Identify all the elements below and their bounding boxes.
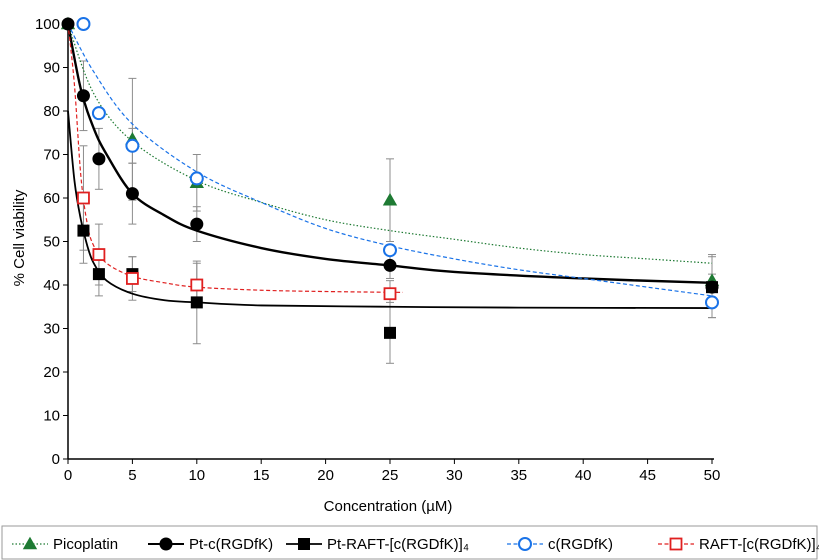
legend-label: Pt-RAFT-[c(RGDfK)]₄: [327, 536, 469, 553]
x-tick-label: 0: [64, 467, 72, 484]
x-tick-label: 30: [446, 467, 463, 484]
y-tick-label: 30: [43, 321, 60, 338]
data-point: [190, 278, 204, 292]
fit-curve: [66, 23, 713, 285]
fit-curve: [67, 110, 713, 309]
data-point: [383, 287, 397, 301]
legend-label: RAFT-[c(RGDfK)]₄: [699, 536, 819, 553]
x-tick-label: 25: [382, 467, 399, 484]
y-tick-label: 80: [43, 103, 60, 120]
data-point: [76, 89, 90, 103]
legend-marker: [159, 537, 173, 551]
fit-curve: [67, 23, 713, 297]
data-point: [706, 281, 718, 294]
y-tick-label: 40: [43, 277, 60, 294]
legend-label: Pt-c(RGDfK): [189, 536, 273, 553]
legend-label: Picoplatin: [53, 536, 118, 553]
data-point: [125, 138, 140, 153]
y-tick-label: 10: [43, 408, 60, 425]
x-tick-label: 45: [639, 467, 656, 484]
legend-marker: [22, 536, 38, 550]
legend-label: c(RGDfK): [548, 536, 613, 553]
x-tick-label: 50: [704, 467, 721, 484]
data-point: [384, 326, 396, 339]
x-axis-title: Concentration (µM): [324, 498, 453, 515]
legend-marker: [298, 538, 310, 550]
x-tick-label: 20: [317, 467, 334, 484]
data-point: [382, 192, 398, 206]
legend-marker: [518, 537, 532, 551]
data-point: [125, 187, 139, 201]
data-point: [92, 268, 105, 281]
x-tick-label: 40: [575, 467, 592, 484]
y-tick-label: 90: [43, 60, 60, 77]
axes: 0 5 10 15 20 25 30 35 40 45 50 0 10 20 30 40 50 60 70 80 90 1…: [35, 16, 720, 484]
data-point: [705, 295, 719, 310]
x-tick-label: 5: [128, 467, 136, 484]
x-tick-label: 10: [188, 467, 205, 484]
x-tick-label: 15: [253, 467, 270, 484]
data-point: [92, 152, 106, 166]
data-marks: [60, 16, 720, 364]
legend: Picoplatin Pt-c(RGDfK) Pt-RAFT-[c(RGDfK)]₄…: [1, 525, 819, 560]
legend-marker: [669, 537, 683, 551]
data-point: [190, 217, 204, 231]
data-point: [77, 224, 90, 237]
data-point: [189, 171, 204, 186]
y-tick-label: 50: [43, 234, 60, 251]
data-point: [76, 17, 91, 31]
data-point: [77, 191, 90, 205]
y-tick-label: 70: [43, 147, 60, 164]
data-point: [91, 106, 106, 121]
data-point: [383, 243, 397, 258]
data-point: [190, 296, 203, 309]
x-tick-label: 35: [510, 467, 527, 484]
fit-curve: [67, 23, 403, 293]
y-tick-label: 100: [35, 16, 60, 33]
y-axis-title: % Cell viability: [11, 189, 28, 286]
fit-curve: [67, 23, 713, 264]
y-tick-label: 0: [52, 451, 60, 468]
y-tick-label: 20: [43, 364, 60, 381]
data-point: [92, 248, 106, 261]
y-tick-label: 60: [43, 190, 60, 207]
data-point: [383, 258, 397, 272]
data-point: [61, 17, 75, 31]
data-point: [126, 272, 139, 285]
